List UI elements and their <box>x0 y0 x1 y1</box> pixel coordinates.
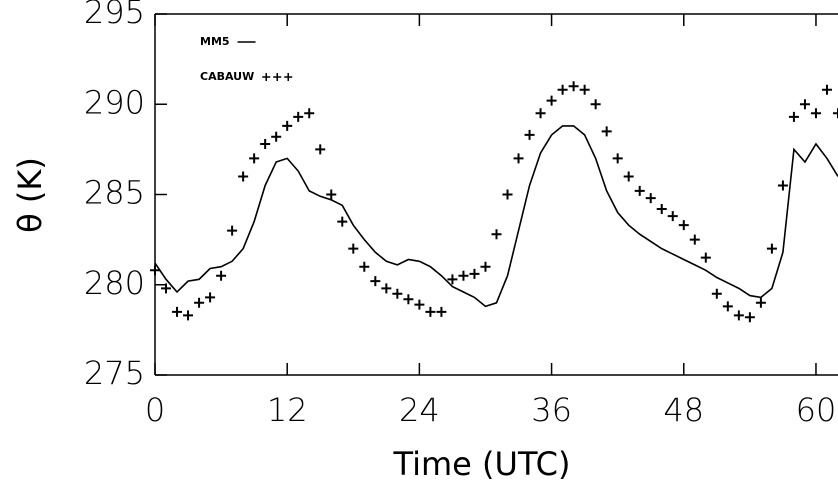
plus-marker <box>733 310 744 321</box>
plus-marker <box>667 211 678 222</box>
plus-marker <box>216 270 227 281</box>
x-tick-label: 48 <box>663 391 704 429</box>
legend-plus <box>262 73 293 81</box>
x-tick-label: 60 <box>796 391 837 429</box>
x-tick-label: 0 <box>145 391 165 429</box>
plus-marker <box>315 144 326 155</box>
x-tick-label: 12 <box>267 391 308 429</box>
plus-marker <box>634 185 645 196</box>
plus-marker <box>678 220 689 231</box>
plus-marker <box>744 312 755 323</box>
plus-marker <box>612 153 623 164</box>
plus-marker <box>755 297 766 308</box>
y-tick-label: 275 <box>84 354 145 392</box>
y-axis-label: θ (K) <box>11 157 49 233</box>
plus-marker <box>227 225 238 236</box>
plus-marker <box>205 292 216 303</box>
y-tick-label: 295 <box>84 0 145 31</box>
plus-marker <box>722 301 733 312</box>
plus-marker <box>777 180 788 191</box>
plus-marker <box>348 243 359 254</box>
plus-marker <box>238 171 249 182</box>
plus-marker <box>260 138 271 149</box>
plus-marker <box>447 274 458 285</box>
plus-marker <box>337 216 348 227</box>
plus-marker <box>799 99 810 110</box>
plus-marker <box>249 153 260 164</box>
y-tick-label: 285 <box>84 174 145 212</box>
plus-marker <box>590 99 601 110</box>
plus-marker <box>601 126 612 137</box>
plus-marker <box>326 189 337 200</box>
plus-marker <box>623 171 634 182</box>
plus-marker <box>535 108 546 119</box>
plus-marker <box>766 243 777 254</box>
x-tick-label: 36 <box>531 391 572 429</box>
plus-marker <box>689 234 700 245</box>
plus-marker <box>469 268 480 279</box>
x-axis-label: Time (UTC) <box>393 445 571 483</box>
y-tick-label: 280 <box>84 264 145 302</box>
plus-marker <box>150 265 160 276</box>
plus-marker <box>271 131 282 142</box>
plus-marker <box>392 288 403 299</box>
plus-marker <box>557 84 568 95</box>
x-tick-label: 24 <box>399 391 440 429</box>
plus-marker <box>183 310 194 321</box>
plus-marker <box>502 189 513 200</box>
plus-marker <box>458 270 469 281</box>
plus-marker <box>810 108 821 119</box>
plus-marker <box>788 111 799 122</box>
plus-marker <box>403 294 414 305</box>
plus-marker <box>304 108 315 119</box>
plus-marker <box>546 95 557 106</box>
plus-marker <box>833 108 838 119</box>
plus-marker <box>293 111 304 122</box>
plus-marker <box>172 306 183 317</box>
plus-marker <box>513 153 524 164</box>
plus-marker <box>524 129 535 140</box>
legend-label: CABAUW <box>200 70 254 83</box>
plus-marker <box>700 252 711 263</box>
plus-marker <box>579 84 590 95</box>
plus-marker <box>359 261 370 272</box>
series-line <box>154 125 838 308</box>
plus-marker <box>491 229 502 240</box>
plus-marker <box>568 81 579 92</box>
plus-marker <box>656 203 667 214</box>
plus-marker <box>381 283 392 294</box>
plus-marker <box>645 193 656 204</box>
plus-marker <box>282 120 293 131</box>
plus-marker <box>425 306 436 317</box>
plus-marker <box>370 276 381 287</box>
plus-marker <box>161 283 172 294</box>
plus-marker <box>414 299 425 310</box>
legend-label: MM5 <box>200 35 230 48</box>
plus-marker <box>821 84 832 95</box>
plus-marker <box>194 297 205 308</box>
plus-marker <box>436 306 447 317</box>
plus-marker <box>480 261 491 272</box>
plus-marker <box>711 288 722 299</box>
y-tick-label: 290 <box>84 83 145 121</box>
